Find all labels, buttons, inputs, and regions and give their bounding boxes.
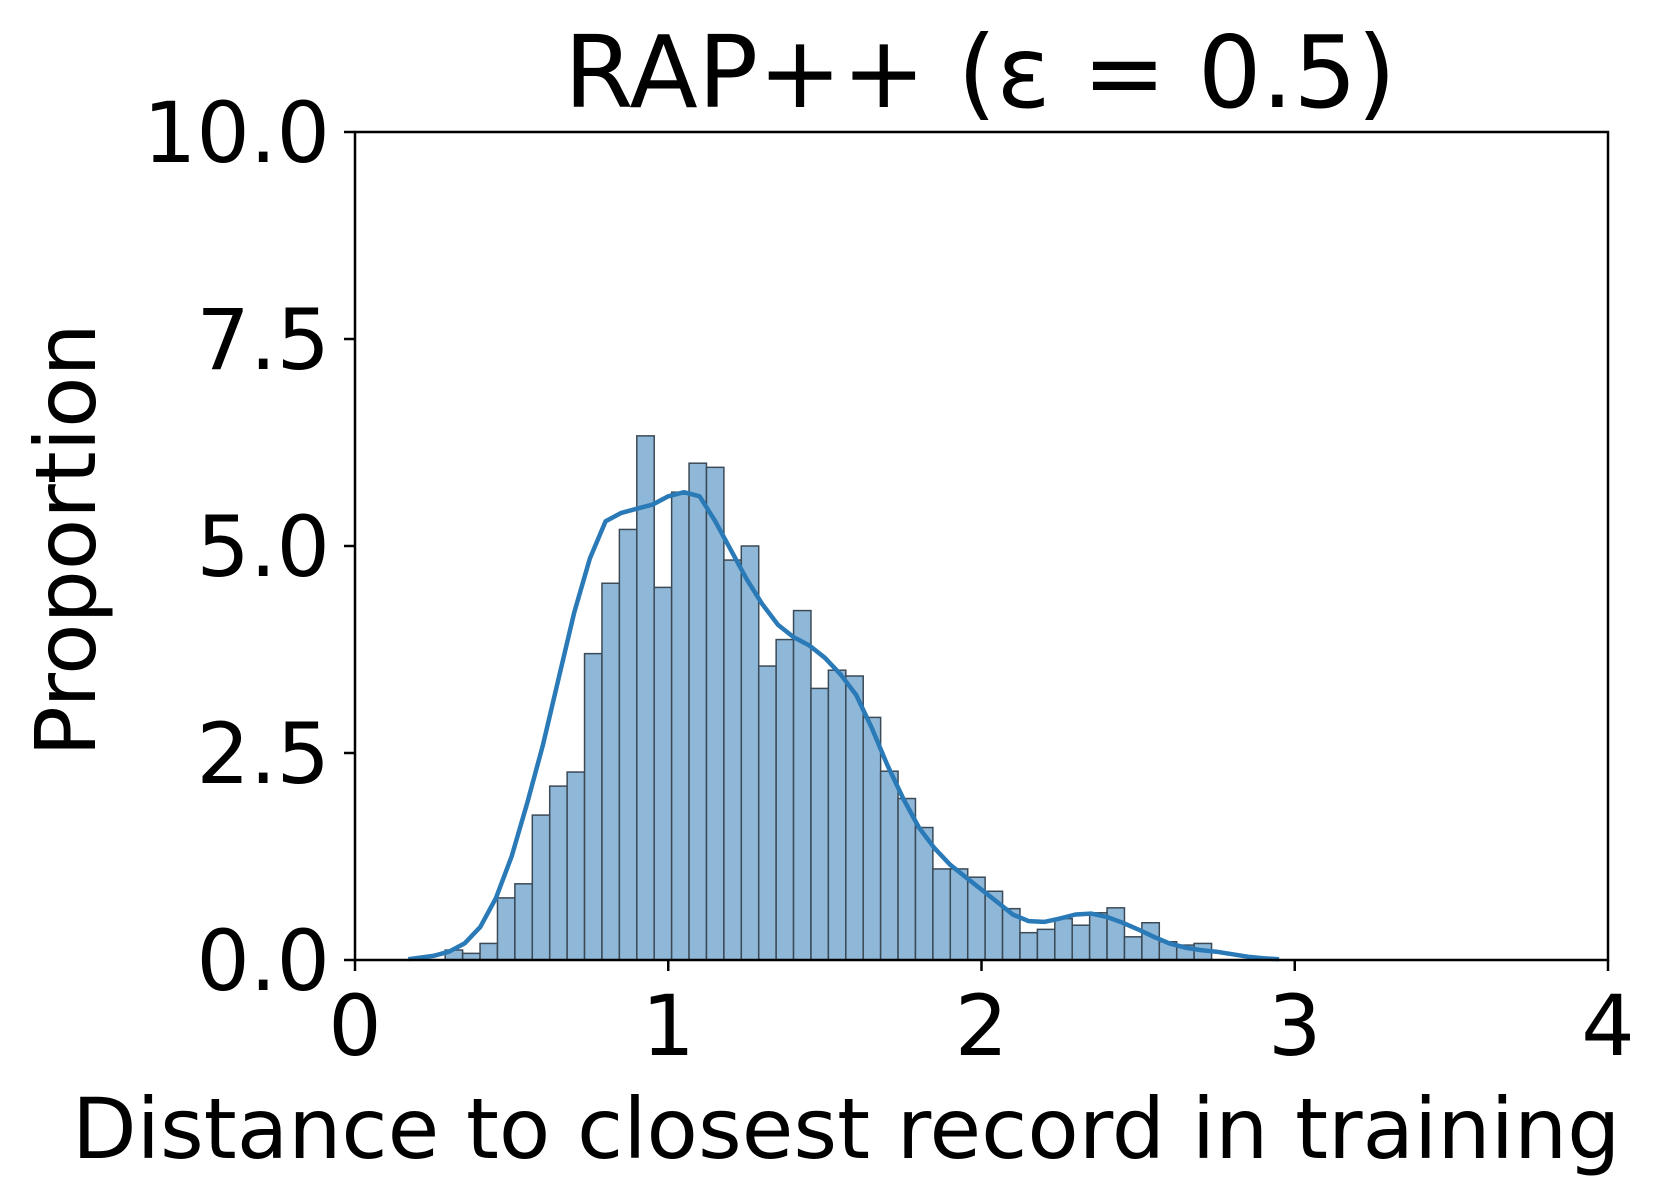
histogram-bar xyxy=(514,883,534,961)
chart-title: RAP++ (ε = 0.5) xyxy=(564,14,1396,131)
x-tick-label: 3 xyxy=(1268,977,1321,1075)
histogram-bar xyxy=(879,770,899,961)
histogram-bar xyxy=(1088,912,1108,961)
histogram-bar xyxy=(548,785,568,961)
histogram-bar xyxy=(601,582,621,961)
histogram-bar xyxy=(775,638,795,961)
histogram-bar xyxy=(496,897,516,961)
histogram-bar xyxy=(792,609,812,961)
plot-frame xyxy=(353,130,1610,962)
histogram-bar xyxy=(1036,928,1056,961)
histogram-bar xyxy=(688,462,708,961)
histogram-bar xyxy=(566,771,586,961)
y-axis-label: Proportion xyxy=(17,323,115,756)
x-tick-label: 1 xyxy=(642,977,695,1075)
histogram-bar xyxy=(653,586,673,961)
histogram-bar xyxy=(670,491,690,961)
x-axis-label: Distance to closest record in training xyxy=(72,1080,1621,1178)
histogram-bar xyxy=(810,687,830,961)
kde-curve xyxy=(408,489,1280,962)
histogram-bar xyxy=(618,528,638,961)
histogram-bar xyxy=(636,435,655,961)
y-tick-label: 2.5 xyxy=(196,705,330,803)
x-tick-label: 4 xyxy=(1581,977,1634,1075)
histogram-bar xyxy=(479,942,499,961)
histogram-bars xyxy=(444,435,1213,961)
histogram-bar xyxy=(757,665,777,961)
histogram-bar xyxy=(932,868,952,961)
histogram-bar xyxy=(862,716,882,961)
histogram-bar xyxy=(723,559,743,961)
histogram-bar xyxy=(1054,917,1073,961)
histogram-bar xyxy=(705,466,725,961)
y-tick-label: 7.5 xyxy=(196,291,330,389)
histogram-bar xyxy=(1141,921,1161,961)
histogram-bar xyxy=(845,675,864,961)
histogram-bar xyxy=(1071,924,1091,961)
histogram-bar xyxy=(914,826,934,961)
histogram-bar xyxy=(1123,936,1143,961)
histogram-bar xyxy=(740,545,760,961)
histogram-bar xyxy=(827,669,847,961)
histogram-bar xyxy=(949,868,969,961)
axis-ticks: 0 1 2 3 4 0.0 2.5 5.0 7.5 10.0 xyxy=(143,84,1635,1075)
y-tick-label: 0.0 xyxy=(196,912,330,1010)
histogram-bar xyxy=(897,797,917,961)
histogram-bar xyxy=(1019,931,1039,961)
x-tick-label: 2 xyxy=(955,977,1008,1075)
y-tick-label: 10.0 xyxy=(143,84,330,182)
histogram-bar xyxy=(531,814,551,961)
histogram-bar xyxy=(583,652,603,961)
x-tick-label: 0 xyxy=(328,977,381,1075)
y-tick-label: 5.0 xyxy=(196,498,330,596)
